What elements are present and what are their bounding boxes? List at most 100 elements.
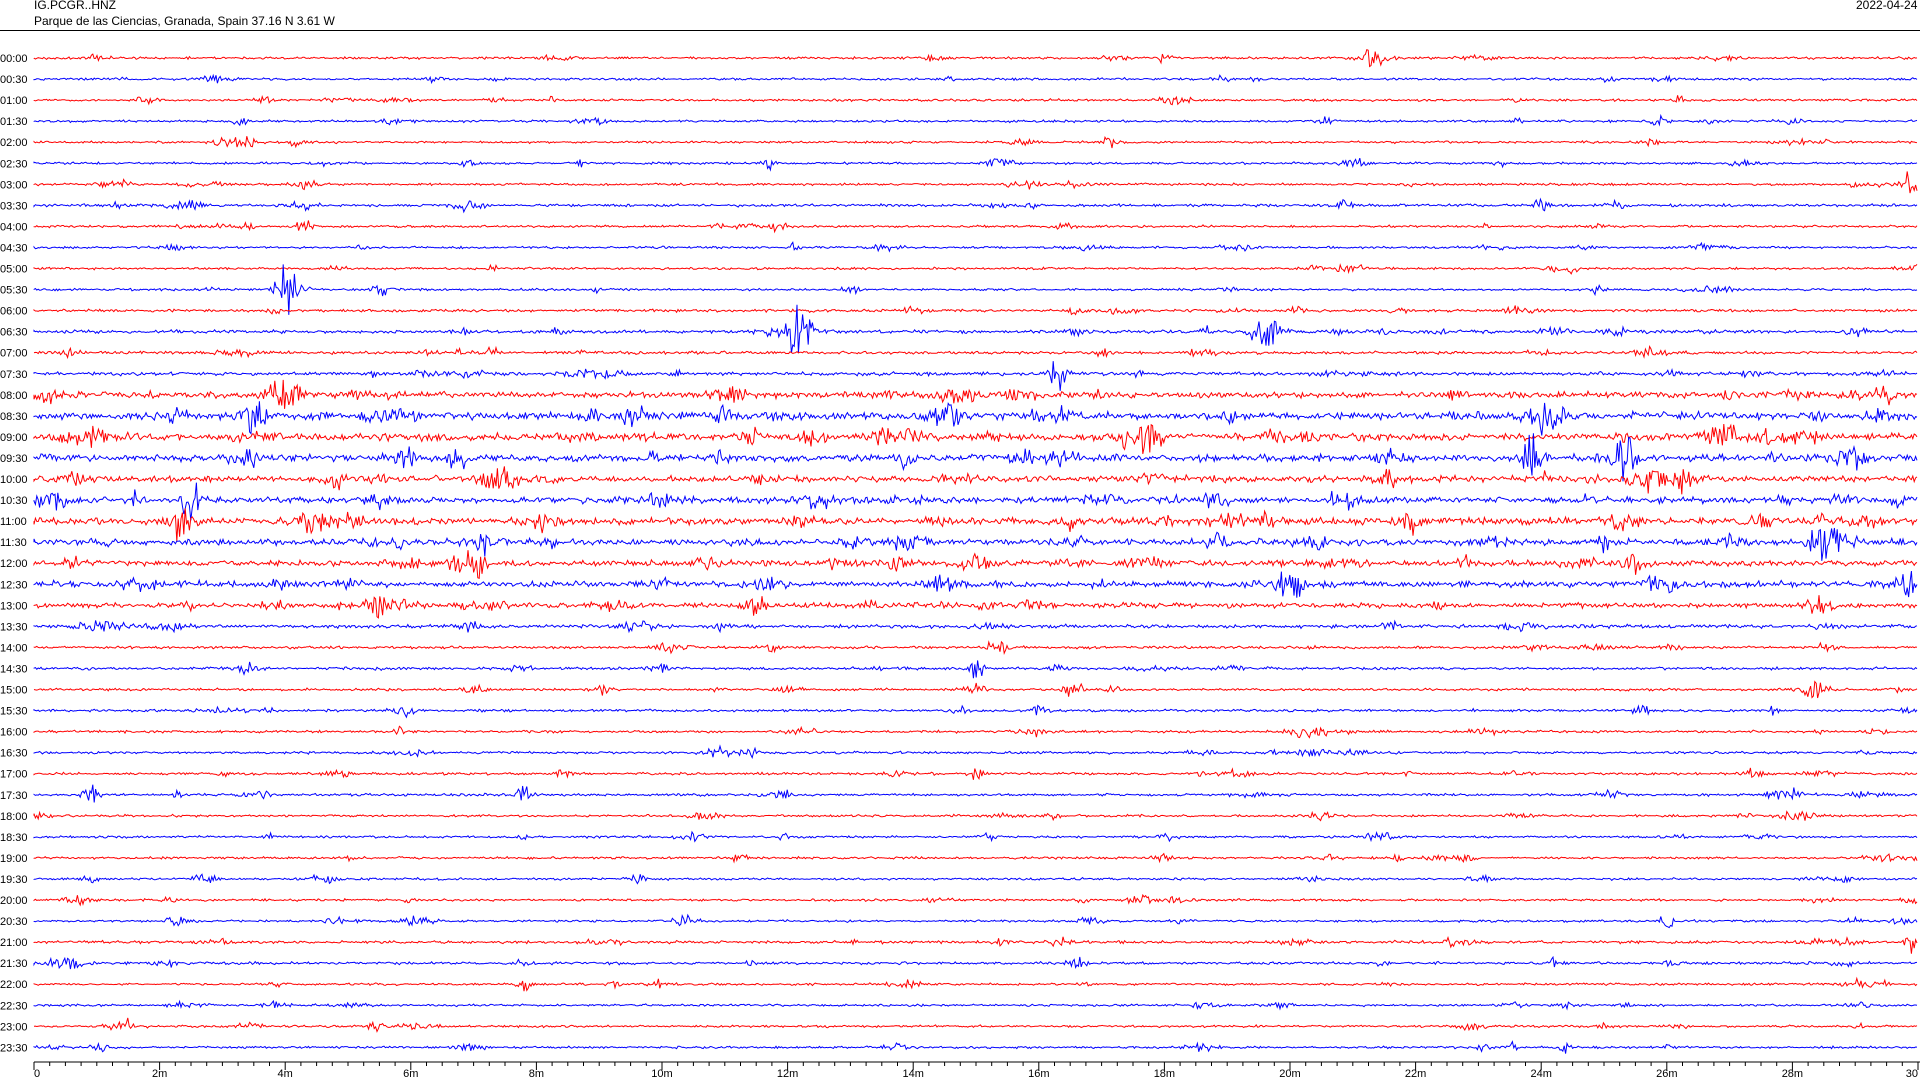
trace-2230 (33, 999, 1918, 1011)
row-label: 11:00 (0, 516, 27, 528)
trace-1200 (33, 550, 1918, 579)
trace-1400 (33, 640, 1918, 655)
x-tick-label: 0 (34, 1068, 40, 1080)
row-label: 01:00 (0, 95, 28, 107)
trace-1100 (33, 508, 1918, 542)
trace-0330 (33, 197, 1918, 214)
trace-1330 (33, 619, 1918, 634)
x-tick-label: 12m (777, 1068, 798, 1080)
row-label-group: 00:00 00:30 01:00 01:30 02:00 02:30 03:00 03:30… (0, 53, 28, 1054)
trace-1300 (33, 595, 1918, 619)
trace-1630 (33, 744, 1918, 760)
row-label: 12:30 (0, 579, 28, 591)
row-label: 20:30 (0, 916, 28, 928)
chart-header: IG.PCGR..HNZ Parque de las Ciencias, Gra… (0, 0, 1920, 32)
trace-0730 (33, 361, 1918, 391)
row-label: 00:30 (0, 74, 28, 86)
x-axis: 0 2m 4m 6m 8m 10m 12m 14m 16m 18m 20m 22m 24m 26m 28m 3… (33, 1061, 1920, 1080)
row-label: 04:30 (0, 243, 28, 255)
trace-0300 (33, 171, 1918, 194)
x-tick-label: 14m (902, 1068, 923, 1080)
trace-0030 (33, 73, 1918, 85)
row-label: 00:00 (0, 53, 28, 65)
row-label: 07:00 (0, 348, 28, 360)
trace-1900 (33, 852, 1918, 864)
row-label: 14:00 (0, 642, 28, 654)
trace-1530 (33, 704, 1918, 719)
row-label: 15:00 (0, 685, 28, 697)
row-label: 07:30 (0, 369, 28, 381)
x-tick-label: 16m (1028, 1068, 1049, 1080)
row-label: 03:30 (0, 200, 28, 212)
trace-1600 (33, 725, 1918, 739)
trace-0400 (33, 220, 1918, 234)
trace-0630 (33, 304, 1918, 354)
trace-0930 (33, 433, 1918, 482)
trace-2130 (33, 955, 1918, 970)
row-label: 13:00 (0, 600, 28, 612)
trace-0100 (33, 95, 1918, 106)
row-label: 18:00 (0, 811, 28, 823)
x-tick-label: 4m (278, 1068, 293, 1080)
station-location: Parque de las Ciencias, Granada, Spain 3… (34, 14, 335, 28)
trace-2030 (33, 913, 1918, 929)
trace-1130 (33, 527, 1918, 561)
trace-1000 (33, 466, 1918, 495)
row-label: 22:30 (0, 1000, 28, 1012)
trace-0430 (33, 241, 1918, 253)
row-label: 08:00 (0, 390, 28, 402)
trace-1830 (33, 830, 1918, 843)
row-label: 13:30 (0, 621, 28, 633)
row-label: 10:30 (0, 495, 28, 507)
trace-0700 (33, 345, 1918, 360)
x-tick-label: 10m (651, 1068, 672, 1080)
trace-2100 (33, 936, 1918, 954)
x-tick-label: 18m (1154, 1068, 1175, 1080)
header-rule (0, 30, 1920, 31)
row-label: 23:00 (0, 1021, 28, 1033)
row-label: 05:00 (0, 264, 28, 276)
row-label: 02:30 (0, 158, 28, 170)
x-tick-label: 30 (1906, 1068, 1918, 1080)
date-label: 2022-04-24 (1856, 0, 1918, 12)
row-label: 12:00 (0, 558, 28, 570)
row-label: 23:30 (0, 1042, 28, 1054)
trace-0230 (33, 157, 1918, 172)
trace-1430 (33, 660, 1918, 679)
x-tick-label: 22m (1405, 1068, 1426, 1080)
row-label: 14:30 (0, 664, 28, 676)
trace-0000 (33, 49, 1918, 68)
row-label: 22:00 (0, 979, 28, 991)
row-label: 05:30 (0, 285, 28, 297)
row-label: 19:00 (0, 853, 28, 865)
x-tick-label: 24m (1530, 1068, 1551, 1080)
trace-group (33, 49, 1918, 1054)
x-tick-label: 20m (1279, 1068, 1300, 1080)
trace-0200 (33, 136, 1918, 149)
trace-1800 (33, 810, 1918, 822)
x-tick-label: 2m (152, 1068, 167, 1080)
row-label: 03:00 (0, 179, 28, 191)
trace-2200 (33, 976, 1918, 992)
row-label: 17:30 (0, 790, 28, 802)
row-label: 08:30 (0, 411, 28, 423)
row-label: 15:30 (0, 706, 28, 718)
trace-0130 (33, 113, 1918, 127)
trace-0900 (33, 423, 1918, 454)
trace-0600 (33, 305, 1918, 316)
trace-1030 (33, 482, 1918, 521)
row-label: 01:30 (0, 116, 28, 128)
station-code: IG.PCGR..HNZ (34, 0, 117, 12)
row-label: 19:30 (0, 874, 28, 886)
row-label: 11:30 (0, 537, 27, 549)
trace-1730 (33, 784, 1918, 803)
trace-0500 (33, 263, 1918, 275)
row-label: 21:00 (0, 937, 28, 949)
row-label: 21:30 (0, 958, 28, 970)
row-label: 09:30 (0, 453, 28, 465)
trace-1930 (33, 873, 1918, 885)
trace-2000 (33, 893, 1918, 907)
trace-1230 (33, 570, 1918, 598)
trace-0530 (33, 264, 1918, 315)
